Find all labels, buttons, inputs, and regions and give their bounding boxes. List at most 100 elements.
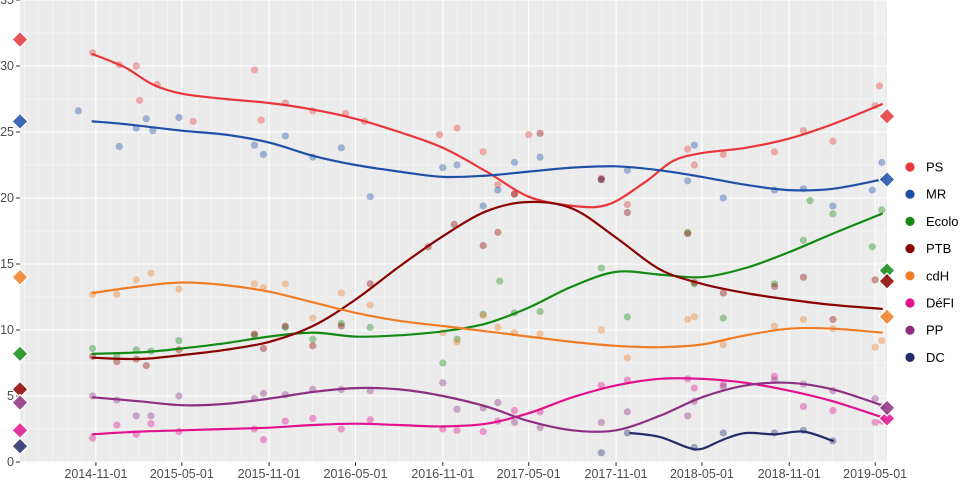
x-tick-label: 2015-11-01 — [238, 467, 301, 480]
x-tick-label: 2016-05-01 — [324, 467, 388, 480]
election-marker-start — [11, 268, 29, 287]
y-tick-label: 5 — [7, 389, 14, 403]
poll-point — [142, 115, 150, 123]
trend-line-dc — [629, 430, 834, 451]
poll-point — [281, 417, 289, 425]
poll-point — [147, 412, 155, 420]
trend-line-mr — [91, 120, 883, 192]
poll-point — [189, 117, 197, 126]
poll-point — [250, 66, 259, 74]
poll-point — [453, 426, 461, 434]
y-axis: 0 5 10 15 20 25 30 35 — [0, 0, 20, 469]
poll-point — [690, 161, 698, 169]
poll-point — [175, 392, 183, 400]
poll-point — [684, 177, 692, 185]
poll-point — [113, 290, 121, 298]
poll-point — [337, 289, 345, 297]
poll-point — [257, 116, 265, 124]
poll-point — [510, 190, 519, 198]
poll-point — [597, 175, 605, 184]
legend-label: Ecolo — [926, 214, 959, 229]
x-tick-label: 2015-05-01 — [150, 467, 214, 480]
poll-point — [871, 276, 879, 284]
legend-key — [905, 162, 915, 172]
x-tick-label: 2017-05-01 — [497, 467, 561, 480]
poll-point — [366, 301, 374, 309]
poll-point — [719, 383, 727, 391]
poll-point — [113, 421, 121, 429]
x-tick-label: 2019-05-01 — [843, 467, 907, 480]
poll-point — [479, 311, 487, 320]
poll-point — [494, 323, 502, 331]
legend-key — [905, 325, 915, 335]
y-tick-label: 15 — [0, 257, 14, 271]
poll-point — [479, 148, 487, 156]
poll-point — [147, 269, 155, 277]
poll-point — [770, 282, 779, 291]
poll-point — [597, 381, 605, 390]
poll-point — [510, 418, 519, 426]
trend-lines — [91, 53, 883, 451]
poll-point — [690, 141, 698, 149]
minor-gridlines — [20, 0, 887, 462]
poll-point — [799, 315, 808, 324]
legend-key — [905, 298, 915, 308]
poll-point — [536, 153, 544, 161]
poll-point — [799, 236, 808, 244]
legend-key — [905, 271, 915, 281]
y-tick-label: 0 — [7, 455, 14, 469]
poll-point — [536, 330, 544, 338]
poll-point — [281, 132, 289, 140]
poll-point — [871, 395, 879, 403]
poll-point — [281, 323, 289, 331]
poll-point — [439, 379, 447, 387]
legend-label: DéFI — [926, 296, 954, 311]
legend-key — [905, 244, 915, 254]
poll-point — [690, 384, 698, 392]
poll-point — [597, 418, 605, 426]
poll-point — [366, 416, 374, 424]
poll-point — [868, 186, 876, 194]
trend-line-défi — [91, 377, 883, 436]
legend-label: PS — [926, 160, 944, 175]
poll-point — [719, 194, 727, 202]
x-tick-label: 2016-11-01 — [411, 467, 474, 480]
poll-point — [525, 131, 533, 139]
poll-point — [337, 144, 345, 152]
trend-line-cdh — [91, 281, 883, 349]
poll-point — [450, 220, 458, 228]
poll-point — [684, 228, 692, 236]
poll-point — [799, 402, 808, 411]
poll-point — [250, 330, 259, 338]
election-marker-end — [878, 409, 896, 428]
poll-point — [479, 202, 487, 210]
poll-point — [684, 412, 692, 420]
poll-point — [89, 434, 97, 442]
poll-point — [719, 429, 727, 437]
poll-point — [623, 201, 632, 209]
poll-point — [770, 280, 779, 288]
election-marker-start — [11, 344, 29, 363]
poll-point — [799, 273, 808, 281]
poll-point — [337, 425, 345, 433]
poll-point — [536, 129, 544, 137]
poll-point — [453, 161, 461, 169]
poll-point — [453, 124, 461, 132]
poll-point — [597, 449, 605, 457]
poll-point — [623, 166, 632, 174]
poll-point — [250, 280, 259, 288]
poll-point — [878, 206, 886, 214]
election-marker-end — [878, 107, 896, 126]
y-tick-label: 20 — [0, 191, 14, 205]
poll-point — [147, 420, 155, 428]
poll-point — [175, 336, 183, 345]
x-tick-label: 2014-11-01 — [64, 467, 127, 480]
poll-point — [135, 96, 144, 104]
election-marker-start — [11, 112, 29, 131]
poll-point — [259, 150, 268, 159]
poll-point — [719, 314, 727, 322]
election-marker-end — [878, 170, 896, 189]
poll-point — [799, 127, 808, 135]
